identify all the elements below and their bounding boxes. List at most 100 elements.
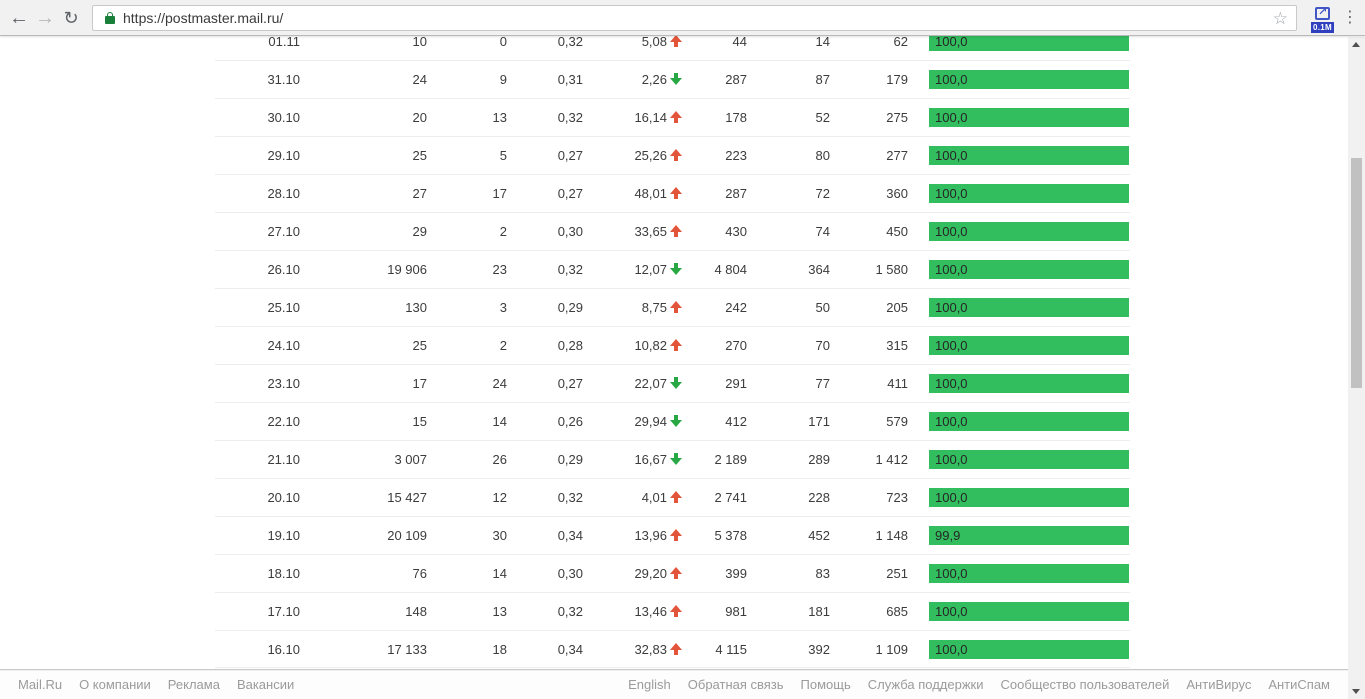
trend-up-icon [670,643,682,655]
value-cell-3: 0,29 [557,452,583,467]
trend-value: 16,67 [634,452,667,467]
rate-bar-cell: 100,0 [908,213,1130,250]
value-cell-2: 14 [492,414,507,429]
rate-bar-cell: 100,0 [908,555,1130,592]
trend-cell: 2,26 [583,61,682,98]
footer-link[interactable]: Помощь [800,677,851,692]
value-cell-1: 130 [405,300,427,315]
rate-bar-cell: 100,0 [908,175,1130,212]
footer-link[interactable]: Служба поддержки [867,677,984,692]
rate-bar: 100,0 [929,412,1129,431]
rate-bar: 100,0 [929,298,1129,317]
value-cell-6: 77 [815,376,830,391]
date-cell: 01.11 [268,34,300,49]
date-cell: 30.10 [267,110,300,125]
rate-bar-cell: 100,0 [908,403,1130,440]
value-cell-7: 411 [887,376,908,391]
value-cell-6: 228 [808,490,830,505]
footer-link[interactable]: Вакансии [236,677,295,692]
value-cell-3: 0,34 [557,528,583,543]
footer-link[interactable]: О компании [79,677,151,692]
value-cell-3: 0,28 [557,338,583,353]
value-cell-1: 148 [405,604,427,619]
rate-value: 100,0 [935,338,968,353]
rate-bar-cell: 100,0 [908,327,1130,364]
value-cell-7: 450 [886,224,908,239]
date-cell: 28.10 [267,186,300,201]
value-cell-2: 23 [492,262,507,277]
footer-link[interactable]: Обратная связь [687,677,784,692]
value-cell-6: 14 [815,34,830,49]
value-cell-3: 0,27 [557,376,583,391]
rate-bar-cell: 100,0 [908,479,1130,516]
value-cell-5: 287 [725,72,747,87]
value-cell-3: 0,32 [557,110,583,125]
rate-value: 100,0 [935,566,968,581]
trend-cell: 32,83 [583,631,682,668]
value-cell-6: 70 [815,338,830,353]
value-cell-7: 205 [886,300,908,315]
bookmark-star-icon[interactable]: ☆ [1272,9,1288,28]
date-cell: 23.10 [267,376,300,391]
date-cell: 26.10 [267,262,300,277]
footer-link[interactable]: English [628,677,671,692]
rate-bar-cell: 100,0 [908,99,1130,136]
chrome-menu-icon[interactable]: ⋮ [1342,9,1358,26]
value-cell-2: 14 [492,566,507,581]
value-cell-6: 83 [815,566,830,581]
value-cell-5: 430 [725,224,747,239]
table-row: 17.10 148 13 0,32 13,46 981 181 685 100,… [215,592,1130,630]
secure-lock-icon[interactable] [105,12,115,24]
reload-icon[interactable]: ↻ [63,8,79,28]
value-cell-3: 0,27 [557,186,583,201]
footer-link[interactable]: АнтиВирус [1186,677,1252,692]
value-cell-6: 72 [815,186,830,201]
value-cell-3: 0,34 [557,642,583,657]
trend-value: 13,46 [634,604,667,619]
value-cell-1: 10 [412,34,427,49]
value-cell-7: 579 [886,414,908,429]
scrollbar-thumb[interactable] [1351,158,1362,388]
value-cell-5: 4 804 [714,262,747,277]
url-text[interactable]: https://postmaster.mail.ru/ [123,10,284,26]
address-bar[interactable]: https://postmaster.mail.ru/ ☆ [92,5,1297,31]
rate-value: 100,0 [935,452,968,467]
trend-up-icon [670,605,682,617]
value-cell-2: 26 [492,452,507,467]
rate-value: 100,0 [935,148,968,163]
trend-value: 25,26 [634,148,667,163]
browser-toolbar: ← → ↻ https://postmaster.mail.ru/ ☆ 0.1M… [0,0,1365,36]
rate-bar-cell: 100,0 [908,441,1130,478]
trend-cell: 29,94 [583,403,682,440]
counter-extension-icon[interactable]: 0.1M [1311,5,1334,33]
value-cell-2: 0 [499,34,507,49]
footer-link[interactable]: Сообщество пользователей [1000,677,1170,692]
trend-value: 13,96 [634,528,667,543]
trend-up-icon [670,149,682,161]
footer-link[interactable]: Реклама [167,677,220,692]
trend-cell: 33,65 [583,213,682,250]
value-cell-5: 412 [725,414,747,429]
scrollbar[interactable] [1348,37,1365,699]
footer-link[interactable]: Mail.Ru [18,677,63,692]
value-cell-1: 15 [412,414,427,429]
back-icon[interactable]: ← [9,7,29,29]
value-cell-7: 251 [886,566,908,581]
rate-bar: 100,0 [929,32,1129,51]
footer-link[interactable]: АнтиСпам [1268,677,1330,692]
value-cell-7: 1 148 [875,528,908,543]
table-row: 16.10 17 133 18 0,34 32,83 4 115 392 1 1… [215,630,1130,668]
table-row: 24.10 25 2 0,28 10,82 270 70 315 100,0 [215,326,1130,364]
value-cell-2: 18 [492,642,507,657]
footer-links-right: English Обратная связь Помощь Служба поддер… [628,677,1330,692]
rate-bar: 100,0 [929,108,1129,127]
rate-bar: 100,0 [929,374,1129,393]
rate-bar-cell: 100,0 [908,61,1130,98]
table-row: 30.10 20 13 0,32 16,14 178 52 275 100,0 [215,98,1130,136]
value-cell-3: 0,27 [557,148,583,163]
scroll-up-icon[interactable] [1348,37,1365,52]
rate-bar: 100,0 [929,336,1129,355]
scroll-down-icon[interactable] [1348,684,1365,699]
trend-up-icon [670,301,682,313]
value-cell-5: 2 741 [714,490,747,505]
